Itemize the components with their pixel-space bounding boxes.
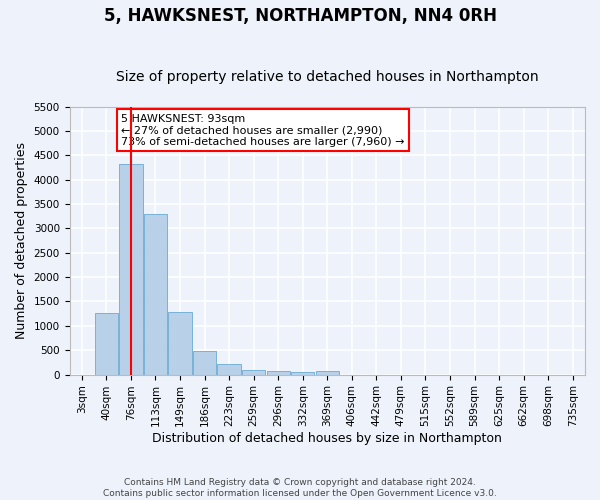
Bar: [291, 372, 314, 374]
Title: Size of property relative to detached houses in Northampton: Size of property relative to detached ho…: [116, 70, 539, 85]
Bar: [119, 164, 143, 374]
Bar: [95, 312, 118, 374]
Bar: [193, 350, 216, 374]
Y-axis label: Number of detached properties: Number of detached properties: [15, 142, 28, 339]
Text: 5, HAWKSNEST, NORTHAMPTON, NN4 0RH: 5, HAWKSNEST, NORTHAMPTON, NN4 0RH: [104, 8, 497, 26]
Bar: [217, 364, 241, 374]
Text: 5 HAWKSNEST: 93sqm
← 27% of detached houses are smaller (2,990)
73% of semi-deta: 5 HAWKSNEST: 93sqm ← 27% of detached hou…: [121, 114, 404, 147]
Bar: [266, 370, 290, 374]
Bar: [242, 370, 265, 374]
Bar: [169, 312, 191, 374]
Bar: [144, 214, 167, 374]
X-axis label: Distribution of detached houses by size in Northampton: Distribution of detached houses by size …: [152, 432, 502, 445]
Text: Contains HM Land Registry data © Crown copyright and database right 2024.
Contai: Contains HM Land Registry data © Crown c…: [103, 478, 497, 498]
Bar: [316, 372, 339, 374]
